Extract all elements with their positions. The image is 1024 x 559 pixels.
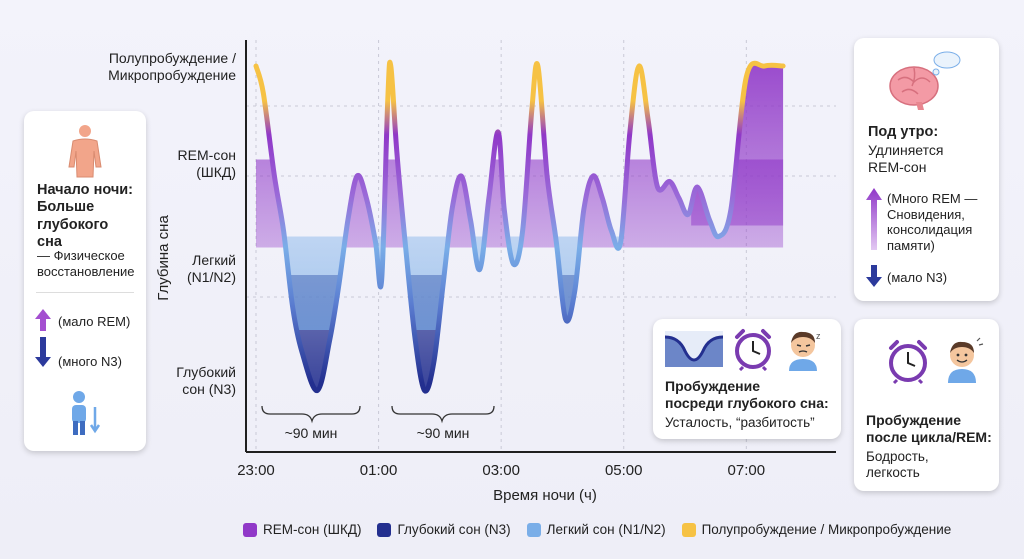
legend-swatch — [681, 522, 696, 537]
cycle-wake-sub-2: легкость — [866, 465, 920, 481]
chart-legend: REM-сон (ШКД) Глубокий сон (N3) Легкий сон… — [243, 522, 951, 537]
rem-fill — [256, 159, 784, 248]
legend-swatch — [243, 522, 257, 537]
deep-wave-icon — [665, 331, 723, 367]
svg-text:z: z — [816, 331, 821, 341]
alarm-clock-icon — [735, 329, 771, 371]
alarm-clock-icon-2 — [889, 340, 927, 385]
early-night-card: Начало ночи: Больше глубокого сна — Физи… — [24, 111, 146, 451]
legend-item: Полупробуждение / Микропробуждение — [681, 522, 952, 537]
legend-item: Глубокий сон (N3) — [377, 522, 511, 537]
tired-face-icon: z — [789, 331, 821, 371]
legend-label: Полупробуждение / Микропробуждение — [701, 522, 952, 537]
person-resting-icon — [72, 391, 101, 435]
early-title-2: Больше — [37, 199, 95, 216]
morning-card: Под утро: Удлиняется REM-сон (Много REM … — [854, 38, 999, 301]
deep-wake-title-2: посреди глубокого сна: — [665, 394, 829, 411]
y-label-wake-1: Полупробуждение / — [109, 50, 236, 66]
deep-fill — [288, 275, 577, 392]
cycle-wake-title-2: после цикла/REM: — [866, 428, 992, 445]
morning-sub-1: Удлиняется — [868, 142, 944, 158]
y-label-light-2: (N1/N2) — [187, 269, 236, 285]
chart-fills — [256, 63, 784, 392]
early-rem-note: (мало REM) — [58, 314, 131, 329]
cycle-bracket-2 — [391, 405, 495, 424]
x-tick-label: 05:00 — [605, 462, 643, 479]
brain-icon — [889, 51, 961, 110]
y-label-wake-2: Микропробуждение — [108, 67, 236, 83]
deep-wake-sub: Усталость, “разбитость” — [665, 415, 815, 430]
legend-label: REM-сон (ШКД) — [263, 522, 362, 537]
cycle-wake-card: Пробуждение после цикла/REM: Бодрость, л… — [854, 319, 999, 491]
x-tick-label: 07:00 — [728, 462, 766, 479]
morning-sub-2: REM-сон — [868, 158, 927, 175]
early-divider — [36, 292, 134, 293]
morning-rem-fill — [691, 63, 784, 226]
cycle-label-2: ~90 мин — [417, 425, 470, 441]
y-label-light-1: Легкий — [192, 252, 236, 268]
morning-note-3: консолидация — [887, 222, 973, 238]
x-tick-labels: 23:00 01:00 03:00 05:00 07:00 — [237, 462, 765, 479]
cycle-wake-sub-1: Бодрость, — [866, 449, 929, 464]
arrow-down-small-icon — [866, 265, 882, 287]
legend-swatch — [377, 522, 392, 537]
early-title-1: Начало ночи: — [37, 182, 133, 198]
x-tick-label: 03:00 — [482, 462, 520, 479]
x-tick-label: 01:00 — [360, 462, 398, 479]
legend-item: REM-сон (ШКД) — [243, 522, 361, 537]
y-label-rem-2: (ШКД) — [196, 164, 236, 180]
legend-label: Легкий сон (N1/N2) — [546, 522, 666, 537]
early-n3-note: (много N3) — [58, 354, 122, 369]
arrow-up-gradient-icon — [866, 188, 882, 250]
y-label-rem-1: REM-сон — [178, 147, 236, 163]
body-icon — [68, 125, 102, 178]
cycle-wake-title-1: Пробуждение — [866, 412, 962, 428]
light-fill — [284, 236, 719, 330]
arrow-down-icon — [35, 337, 51, 367]
early-sub-2: восстановление — [37, 263, 135, 279]
y-level-labels: Полупробуждение / Микропробуждение REM-с… — [108, 50, 236, 397]
x-axis-title: Время ночи (ч) — [493, 487, 597, 504]
y-label-deep-1: Глубокий — [176, 364, 236, 380]
x-tick-label: 23:00 — [237, 462, 275, 479]
deep-wake-card: z Пробуждение посреди глубокого сна: Уст… — [653, 319, 841, 439]
morning-note-2: Сновидения, — [887, 206, 965, 222]
early-title-4: сна — [37, 234, 62, 251]
cycle-bracket-1 — [261, 405, 361, 424]
deep-wake-title-1: Пробуждение — [665, 378, 761, 394]
y-axis-title: Глубина сна — [155, 215, 172, 301]
early-title-3: глубокого — [37, 216, 109, 233]
early-sub-1: — Физическое — [37, 248, 125, 263]
arrow-up-icon — [35, 309, 51, 331]
morning-title: Под утро: — [868, 124, 939, 140]
happy-face-icon — [948, 337, 984, 383]
legend-label: Глубокий сон (N3) — [397, 522, 511, 537]
cycle-label-1: ~90 мин — [285, 425, 338, 441]
legend-swatch — [526, 522, 541, 537]
morning-n3-note: (мало N3) — [887, 270, 948, 285]
y-label-deep-2: сон (N3) — [182, 381, 236, 397]
sleep-depth-line — [253, 59, 786, 394]
morning-note-4: памяти) — [887, 237, 935, 253]
legend-item: Легкий сон (N1/N2) — [526, 522, 666, 537]
morning-note-1: (Много REM — — [887, 191, 978, 206]
